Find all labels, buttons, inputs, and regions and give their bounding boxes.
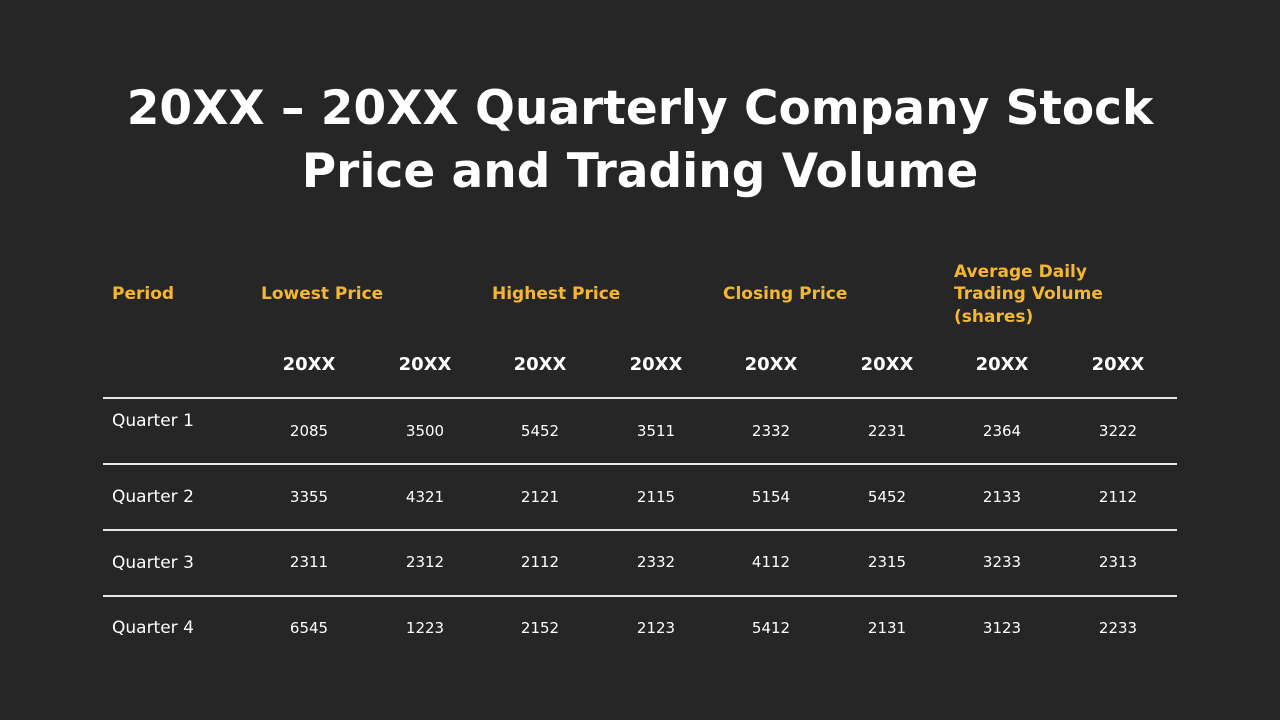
header-lowest-price: Lowest Price [261, 284, 384, 304]
table-cell: 2311 [289, 553, 329, 571]
table-cell: 2131 [867, 619, 907, 637]
table-rule [103, 397, 1177, 399]
table-cell: 6545 [289, 619, 329, 637]
table-cell: 3123 [982, 619, 1022, 637]
table-cell: 2332 [751, 422, 791, 440]
table-cell: 4321 [405, 488, 445, 506]
row-label: Quarter 3 [112, 553, 194, 573]
table-cell: 4112 [751, 553, 791, 571]
table-cell: 2115 [636, 488, 676, 506]
table-rule [103, 463, 1177, 465]
table-cell: 3500 [405, 422, 445, 440]
slide-title-line-2: Price and Trading Volume [301, 144, 979, 199]
table-cell: 5412 [751, 619, 791, 637]
header-closing-price: Closing Price [723, 284, 848, 304]
table-cell: 2112 [1098, 488, 1138, 506]
row-label: Quarter 4 [112, 618, 194, 638]
table-cell: 2332 [636, 553, 676, 571]
year-header: 20XX [513, 354, 567, 375]
table-cell: 5452 [867, 488, 907, 506]
table-cell: 2133 [982, 488, 1022, 506]
table-cell: 2121 [520, 488, 560, 506]
table-cell: 2112 [520, 553, 560, 571]
header-volume-line-2: Trading Volume [954, 284, 1103, 304]
header-highest-price: Highest Price [492, 284, 621, 304]
table-cell: 2085 [289, 422, 329, 440]
slide-title-line-1: 20XX – 20XX Quarterly Company Stock [126, 81, 1154, 136]
row-label: Quarter 2 [112, 487, 194, 507]
table-cell: 1223 [405, 619, 445, 637]
header-volume-line-1: Average Daily [954, 262, 1087, 282]
year-header: 20XX [744, 354, 798, 375]
table-rule [103, 595, 1177, 597]
year-header: 20XX [1091, 354, 1145, 375]
table-cell: 2233 [1098, 619, 1138, 637]
table-rule [103, 529, 1177, 531]
table-cell: 2231 [867, 422, 907, 440]
table-cell: 2315 [867, 553, 907, 571]
table-cell: 5452 [520, 422, 560, 440]
year-header: 20XX [282, 354, 336, 375]
table-cell: 3222 [1098, 422, 1138, 440]
table-cell: 2313 [1098, 553, 1138, 571]
header-period: Period [112, 284, 175, 304]
table-cell: 2312 [405, 553, 445, 571]
table-cell: 3355 [289, 488, 329, 506]
table-cell: 2364 [982, 422, 1022, 440]
header-volume-line-3: (shares) [954, 307, 1034, 327]
table-cell: 3511 [636, 422, 676, 440]
table-cell: 2123 [636, 619, 676, 637]
table-cell: 5154 [751, 488, 791, 506]
table-cell: 2152 [520, 619, 560, 637]
row-label: Quarter 1 [112, 411, 194, 431]
table-cell: 3233 [982, 553, 1022, 571]
year-header: 20XX [398, 354, 452, 375]
year-header: 20XX [860, 354, 914, 375]
year-header: 20XX [975, 354, 1029, 375]
year-header: 20XX [629, 354, 683, 375]
